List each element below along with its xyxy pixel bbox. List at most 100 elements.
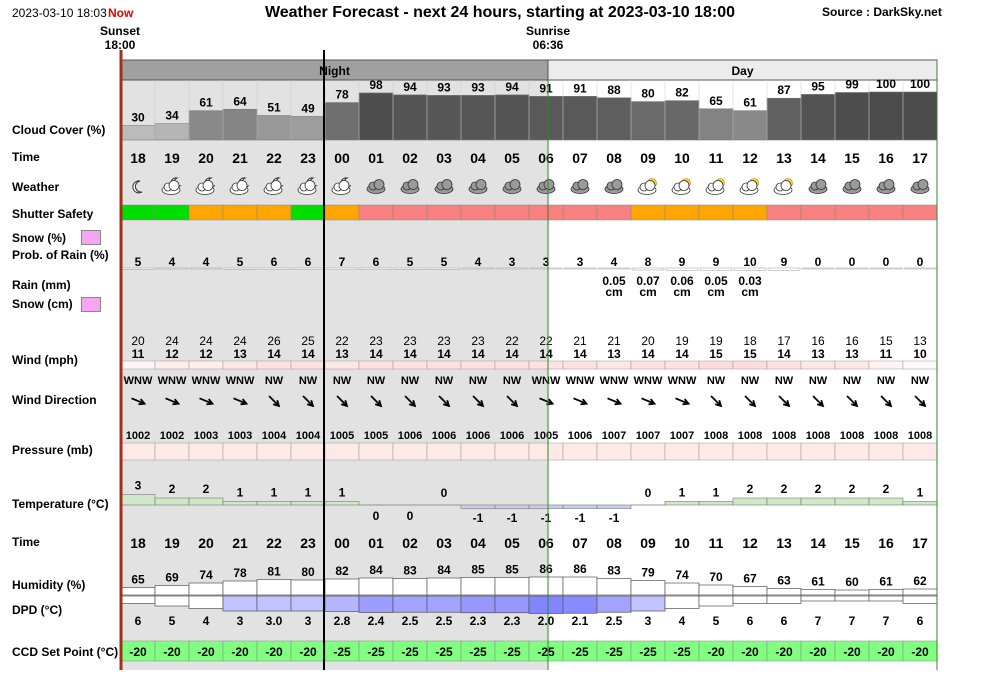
dpd-label: 2.5 (436, 614, 453, 628)
dpd-label: 6 (781, 614, 788, 628)
humidity-label: 83 (403, 564, 417, 578)
time-label-bottom: 02 (402, 535, 418, 551)
wind-gust-label: 23 (369, 334, 383, 348)
dpd-bar (256, 595, 292, 612)
wind-direction-arrow (506, 395, 518, 407)
wind-gust-label: 18 (743, 334, 757, 348)
row-label-snow-percent: Snow (%) (12, 231, 66, 245)
wind-direction-label: WNW (600, 375, 629, 387)
snow-amount-label: 0.03 (738, 274, 762, 288)
wind-speed-label: 12 (165, 347, 179, 361)
row-label-rain: Rain (mm) (12, 278, 71, 292)
wind-direction-label: NW (367, 375, 386, 387)
dpd-bar (902, 595, 938, 604)
dpd-label: 6 (747, 614, 754, 628)
temperature-label: 2 (849, 482, 856, 496)
wind-direction-arrowhead (748, 399, 757, 408)
pressure-cell (290, 442, 326, 461)
dpd-label: 2.8 (334, 614, 351, 628)
wind-gust-label: 19 (709, 334, 723, 348)
row-label-wind-direction: Wind Direction (12, 393, 97, 407)
pressure-cell (664, 442, 700, 461)
time-label-bottom: 16 (878, 535, 894, 551)
cloud-cover-label: 65 (709, 94, 723, 108)
prob-rain-bar (631, 267, 665, 271)
wind-speed-label: 13 (335, 347, 349, 361)
wind-gust-label: 17 (777, 334, 791, 348)
temperature-bar (460, 504, 496, 509)
cloudy-icon (366, 179, 386, 194)
temperature-label: -1 (575, 511, 586, 525)
prob-rain-label: 6 (373, 255, 380, 269)
wind-speed-label: 14 (573, 347, 587, 361)
day-background (548, 80, 937, 670)
wind-direction-arrow (233, 397, 247, 405)
sunrise-label: Sunrise (525, 24, 570, 38)
cloud-cover-bar (120, 125, 156, 141)
wind-direction-arrow (573, 397, 587, 405)
humidity-label: 81 (267, 565, 281, 579)
temperature-bar (732, 497, 768, 506)
pressure-label: 1002 (126, 430, 150, 442)
chart-title: Weather Forecast - next 24 hours, starti… (264, 4, 736, 21)
wind-speed-label: 14 (437, 347, 451, 361)
wind-gust-label: 23 (437, 334, 451, 348)
pressure-cell (902, 442, 938, 461)
cloud-cover-bar (290, 116, 326, 141)
wind-direction-arrowhead (682, 398, 691, 406)
cloud-cover-bar (902, 91, 938, 141)
wind-speed-label: 14 (471, 347, 485, 361)
partly-cloudy-night-icon (331, 177, 352, 195)
pressure-label: 1006 (568, 430, 592, 442)
humidity-bar (222, 580, 258, 596)
ccd-set-point-label: -20 (299, 645, 317, 659)
wind-direction-label: NW (775, 375, 794, 387)
pressure-label: 1006 (398, 430, 422, 442)
ccd-set-point-label: -20 (741, 645, 759, 659)
dpd-bar (630, 595, 666, 612)
humidity-label: 86 (573, 562, 587, 576)
time-label-top: 11 (709, 150, 724, 166)
time-label-top: 01 (368, 150, 384, 166)
snow-amount-unit: cm (639, 285, 656, 299)
dpd-bar (290, 595, 326, 612)
partly-cloudy-night-icon (195, 177, 216, 195)
dpd-bar (766, 595, 802, 604)
time-label-top: 00 (334, 150, 350, 166)
shutter-safety-cell (256, 204, 292, 221)
pressure-cell (460, 442, 496, 461)
pressure-cell (358, 442, 394, 461)
wind-direction-arrow (812, 395, 824, 407)
prob-rain-label: 9 (713, 255, 720, 269)
time-label-bottom: 23 (300, 535, 316, 551)
humidity-label: 67 (743, 572, 757, 586)
wind-direction-arrow (880, 395, 892, 407)
wind-speed-label: 14 (539, 347, 553, 361)
temperature-label: 2 (747, 482, 754, 496)
wind-direction-arrowhead (442, 399, 451, 408)
ccd-set-point-label: -25 (537, 645, 555, 659)
wind-speed-cell (188, 360, 224, 370)
pressure-label: 1007 (602, 430, 626, 442)
temperature-label: -1 (541, 511, 552, 525)
temperature-bar (834, 497, 870, 506)
shutter-safety-cell (596, 204, 632, 221)
wind-direction-label: NW (877, 375, 896, 387)
pressure-cell (868, 442, 904, 461)
wind-direction-arrowhead (884, 399, 893, 408)
wind-direction-arrowhead (918, 399, 927, 408)
wind-speed-cell (154, 360, 190, 370)
humidity-label: 85 (505, 563, 519, 577)
wind-direction-label: NW (843, 375, 862, 387)
dpd-label: 5 (169, 614, 176, 628)
time-label-bottom: 01 (368, 535, 384, 551)
temperature-bar (902, 501, 938, 506)
temperature-label: 1 (271, 486, 278, 500)
wind-direction-arrow (165, 397, 179, 405)
prob-rain-bar (869, 267, 903, 270)
ccd-set-point-label: -20 (911, 645, 929, 659)
sunset-marker: Sunset 18:00 (88, 24, 152, 52)
wind-speed-cell (528, 360, 564, 370)
humidity-bar (256, 579, 292, 596)
wind-speed-cell (732, 360, 768, 370)
